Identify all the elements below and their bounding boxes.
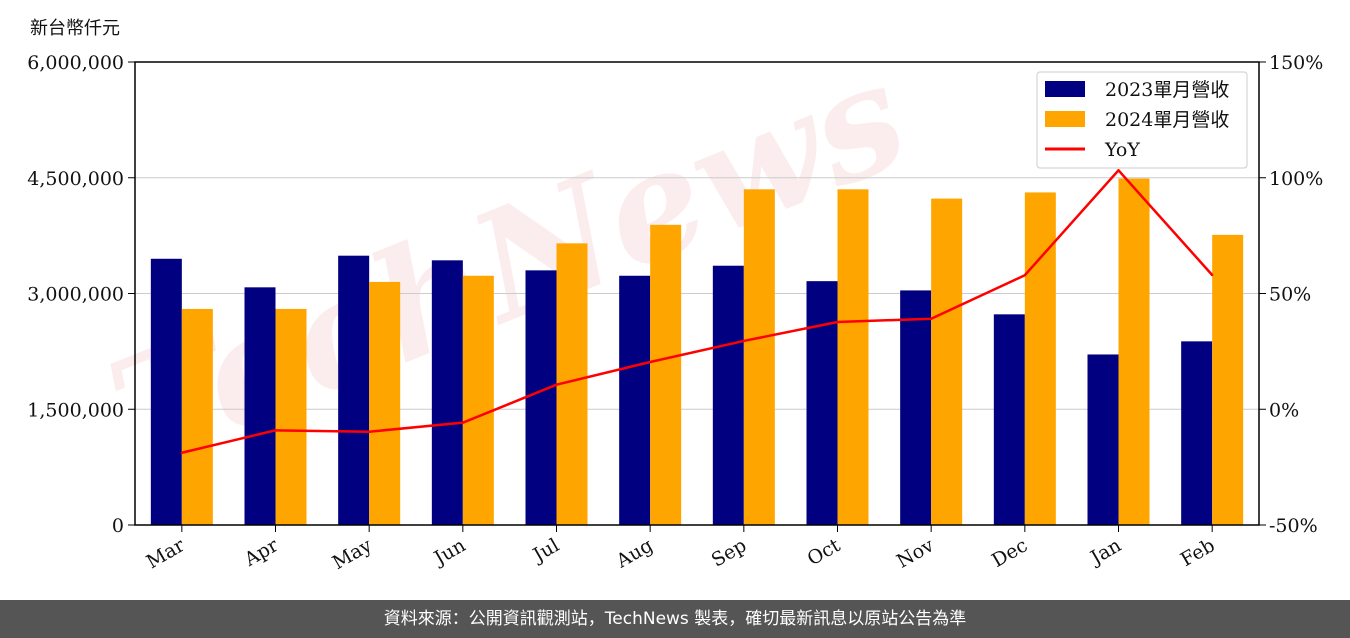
bar-2023: [900, 290, 932, 525]
yoy-point: [648, 360, 652, 364]
x-tick-label: Mar: [143, 534, 189, 573]
yoy-point: [1210, 273, 1214, 277]
yoy-point: [367, 430, 371, 433]
x-tick-label: Jan: [1085, 534, 1125, 570]
yoy-line: [181, 169, 1214, 454]
bar-2023: [150, 258, 182, 525]
x-tick-label: Feb: [1177, 534, 1219, 571]
bar-2023: [338, 255, 370, 525]
yoy-point: [1117, 169, 1120, 172]
source-footer: 資料來源：公開資訊觀測站，TechNews 製表，確切最新訊息以原站公告為準: [0, 600, 1350, 638]
x-tick-label: May: [329, 534, 376, 574]
yoy-point: [461, 421, 465, 424]
legend-entry-yoy-label: YoY: [1104, 139, 1140, 161]
y-tick-label: 1,500,000: [27, 399, 124, 421]
legend: 2023單月營收 2024單月營收 YoY: [1036, 71, 1248, 169]
legend-entry-2023-swatch: [1045, 81, 1085, 97]
x-tick-label: Sep: [708, 534, 751, 571]
legend-box: [1036, 71, 1248, 169]
bar-2024: [1118, 178, 1150, 525]
bar-2024: [369, 281, 401, 525]
y2-tick-label: 50%: [1269, 284, 1311, 306]
yoy-line-series: [180, 169, 1214, 454]
watermark-text: TechNews: [88, 27, 929, 503]
legend-entry-2024-label: 2024單月營收: [1105, 109, 1229, 131]
yoy-point: [180, 451, 184, 454]
y2-tick-label: 100%: [1269, 168, 1323, 190]
y-tick-label: 0: [112, 515, 124, 537]
y2-tick-label: 0%: [1269, 399, 1299, 421]
legend-entry-2023-label: 2023單月營收: [1105, 79, 1229, 101]
bar-2024: [743, 189, 775, 525]
watermark: TechNews: [88, 27, 929, 503]
legend-entry-2024-swatch: [1045, 111, 1085, 127]
y-axis-unit-label: 新台幣仟元: [30, 18, 120, 39]
bar-2024: [650, 224, 682, 526]
bar-2024: [275, 308, 307, 525]
x-tick-label: Oct: [804, 534, 845, 570]
y2-tick-label: 150%: [1269, 52, 1323, 74]
yoy-point: [274, 429, 277, 432]
yoy-point: [836, 320, 839, 324]
y-tick-label: 3,000,000: [27, 284, 124, 306]
bar-2023: [806, 281, 838, 525]
bar-2024: [1212, 234, 1244, 525]
y2-tick-label: -50%: [1269, 515, 1318, 537]
bar-2023: [244, 287, 276, 525]
bar-2023: [712, 265, 744, 525]
x-tick-label: Dec: [988, 534, 1031, 572]
x-tick-label: Jul: [528, 534, 563, 567]
x-tick-label: Jun: [429, 534, 470, 570]
revenue-yoy-chart: TechNews 0 1,500,000 3,000,000 4,500,000 6,0…: [27, 27, 1323, 574]
yoy-point: [555, 383, 558, 386]
gridlines: [135, 177, 1259, 410]
bar-2024: [462, 275, 494, 525]
yoy-point: [929, 317, 933, 320]
bar-2024: [837, 189, 869, 525]
bar-series: [150, 178, 1244, 526]
x-tick-label: Nov: [893, 534, 938, 573]
bar-2023: [1181, 341, 1213, 525]
bar-2024: [931, 198, 963, 525]
yoy-point: [1023, 274, 1027, 277]
bar-2023: [1087, 354, 1119, 525]
x-tick-label: Aug: [612, 534, 657, 573]
bar-2023: [525, 270, 557, 525]
y-tick-label: 6,000,000: [27, 52, 124, 74]
bar-2024: [181, 308, 213, 525]
bar-2023: [993, 314, 1025, 525]
bar-2023: [431, 260, 463, 525]
x-tick-label: Apr: [240, 534, 283, 571]
y-tick-label: 4,500,000: [27, 168, 124, 190]
bar-2024: [1024, 192, 1056, 525]
yoy-point: [742, 339, 746, 343]
bar-2023: [619, 275, 651, 525]
